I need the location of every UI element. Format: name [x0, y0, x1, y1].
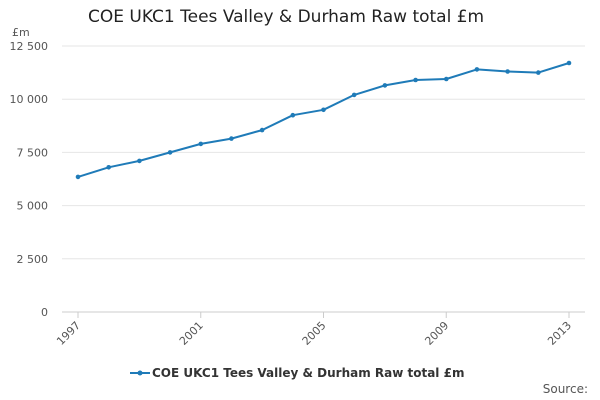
x-tick-label: 2005	[300, 319, 329, 348]
y-tick-label: 10 000	[10, 93, 49, 106]
legend-series-marker	[130, 370, 150, 376]
y-tick-label: 2 500	[17, 253, 49, 266]
data-point[interactable]	[474, 67, 480, 72]
data-point[interactable]	[536, 70, 541, 75]
chart-title: COE UKC1 Tees Valley & Durham Raw total …	[88, 7, 485, 27]
y-axis-ticks: 0 2 500 5 000 7 500 10 000 12 500	[10, 40, 49, 319]
data-point[interactable]	[106, 165, 111, 170]
data-point[interactable]	[505, 69, 510, 74]
y-tick-label: 12 500	[10, 40, 49, 53]
data-point[interactable]	[75, 174, 81, 180]
data-point[interactable]	[167, 150, 173, 155]
series-line	[77, 62, 570, 178]
x-tick-label: 2001	[177, 319, 206, 348]
data-point[interactable]	[321, 107, 326, 113]
x-tick-label: 1997	[54, 319, 83, 348]
data-point[interactable]	[198, 141, 204, 147]
series-layer	[75, 60, 572, 180]
data-point[interactable]	[229, 136, 234, 141]
data-point[interactable]	[444, 76, 449, 82]
data-point[interactable]	[566, 60, 572, 66]
source-label: Source:	[542, 382, 588, 396]
x-axis-ticks: 1997 2001 2005 2009 2013	[54, 312, 574, 348]
data-point[interactable]	[290, 112, 296, 118]
y-tick-label: 7 500	[17, 146, 49, 159]
x-tick-label: 2013	[545, 319, 574, 348]
data-point[interactable]	[413, 77, 418, 83]
y-axis-unit-label: £m	[12, 26, 30, 39]
x-tick-label: 2009	[422, 319, 451, 348]
data-point[interactable]	[137, 158, 142, 164]
legend[interactable]: COE UKC1 Tees Valley & Durham Raw total …	[130, 366, 464, 380]
y-tick-label: 0	[41, 306, 48, 319]
y-tick-label: 5 000	[17, 200, 49, 213]
gridlines	[62, 45, 585, 313]
data-point[interactable]	[259, 127, 265, 133]
legend-series-label: COE UKC1 Tees Valley & Durham Raw total …	[152, 366, 465, 380]
data-point[interactable]	[351, 92, 357, 98]
data-point[interactable]	[382, 83, 388, 88]
